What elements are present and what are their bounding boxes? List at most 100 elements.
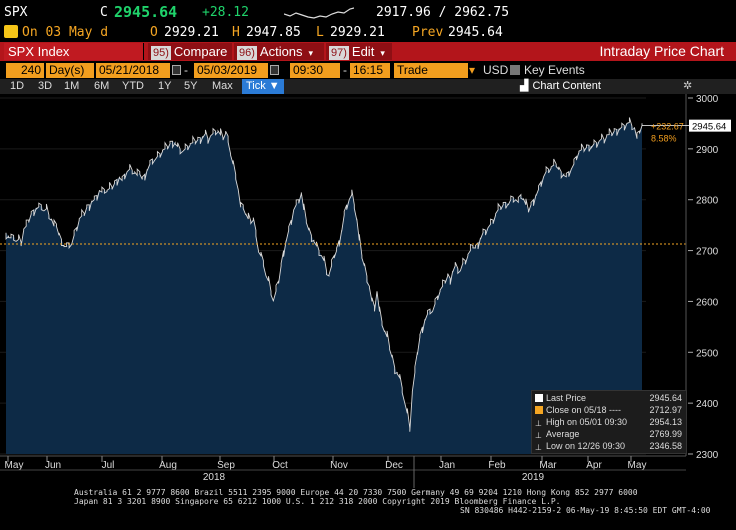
x-tick-label: Jan bbox=[439, 460, 455, 471]
edit-num: 97) bbox=[329, 46, 349, 60]
start-time-input[interactable]: 09:30 bbox=[290, 63, 340, 78]
open-label: O bbox=[150, 25, 158, 40]
event-select[interactable]: Trade bbox=[394, 63, 468, 78]
y-tick-label: 2500 bbox=[696, 348, 719, 359]
legend-text: Average bbox=[546, 429, 580, 439]
high-label: H bbox=[232, 25, 240, 40]
footer-line-1: Australia 61 2 9777 8600 Brazil 5511 239… bbox=[74, 488, 638, 497]
period-button-tick[interactable]: Tick ▼ bbox=[242, 79, 284, 94]
pct-change-tag: 8.58% bbox=[651, 134, 677, 144]
actions-num: 96) bbox=[237, 46, 257, 60]
legend-label: ⊥ High on 05/01 09:30 bbox=[535, 417, 627, 428]
period-button-1d[interactable]: 1D bbox=[10, 80, 25, 92]
period-button-1y[interactable]: 1Y bbox=[158, 80, 172, 92]
legend-text: Low on 12/26 09:30 bbox=[546, 441, 626, 451]
actions-dropdown-icon: ▾ bbox=[308, 48, 314, 58]
quote-details: On 03 May d O 2929.21 H 2947.85 L 2929.2… bbox=[0, 22, 736, 42]
legend-swatch bbox=[535, 406, 543, 414]
edit-label: Edit bbox=[351, 44, 375, 59]
days-unit: Day(s) bbox=[46, 63, 94, 78]
time-separator: - bbox=[343, 63, 347, 77]
low-label: L bbox=[316, 25, 324, 40]
chevron-down-icon[interactable]: ▾ bbox=[469, 63, 476, 77]
actions-label: Actions bbox=[259, 44, 303, 59]
prev-label: Prev bbox=[412, 25, 444, 40]
period-button-ytd[interactable]: YTD bbox=[122, 80, 144, 92]
legend-swatch bbox=[535, 394, 543, 402]
legend-label: ⊥ Average bbox=[535, 429, 579, 440]
y-tick-label: 3000 bbox=[696, 94, 719, 105]
key-events-label: Key Events bbox=[524, 63, 585, 77]
day-range: 2917.96 / 2962.75 bbox=[376, 5, 510, 20]
c-label: C bbox=[100, 5, 108, 20]
legend-row: ⊥ Average 2769.99 bbox=[535, 429, 685, 440]
x-tick-label: Aug bbox=[159, 460, 177, 471]
actions-button[interactable]: 96) Actions ▾ bbox=[234, 43, 324, 60]
end-time-input[interactable]: 16:15 bbox=[350, 63, 390, 78]
palette-icon: ▟ bbox=[520, 80, 529, 92]
legend-row: Close on 05/18 ---- 2712.97 bbox=[535, 405, 685, 416]
year-label: 2019 bbox=[522, 472, 545, 483]
net-change: +28.12 bbox=[202, 5, 249, 20]
key-events-checkbox[interactable] bbox=[510, 65, 520, 75]
security-field[interactable]: SPX Index bbox=[4, 43, 144, 60]
x-tick-label: Apr bbox=[586, 460, 602, 471]
alert-icon[interactable] bbox=[4, 25, 18, 38]
x-tick-label: Nov bbox=[330, 460, 348, 471]
legend-label: ⊥ Low on 12/26 09:30 bbox=[535, 441, 625, 452]
quote-date: On 03 May d bbox=[22, 25, 109, 40]
compare-button[interactable]: 95) Compare bbox=[148, 43, 232, 60]
x-tick-label: Dec bbox=[385, 460, 403, 471]
y-tick-label: 2900 bbox=[696, 145, 719, 156]
y-tick-label: 2400 bbox=[696, 399, 719, 410]
footer-line-3: SN 830486 H442-2159-2 06-May-19 8:45:50 … bbox=[460, 506, 711, 515]
sparkline bbox=[284, 7, 354, 19]
end-date-input[interactable]: 05/03/2019 bbox=[194, 63, 268, 78]
x-tick-label: Mar bbox=[539, 460, 557, 471]
x-tick-label: Jun bbox=[45, 460, 61, 471]
x-tick-label: Feb bbox=[488, 460, 506, 471]
y-tick-label: 2800 bbox=[696, 196, 719, 207]
legend-row: Last Price 2945.64 bbox=[535, 393, 685, 404]
price-line bbox=[5, 117, 643, 432]
period-button-3d[interactable]: 3D bbox=[38, 80, 53, 92]
price-area bbox=[6, 122, 642, 455]
chart-legend: Last Price 2945.64 Close on 05/18 ---- 2712… bbox=[531, 390, 687, 454]
legend-label: Close on 05/18 ---- bbox=[535, 405, 621, 416]
last-price-tag: 2945.64 bbox=[692, 122, 726, 133]
edit-dropdown-icon: ▾ bbox=[380, 48, 385, 58]
x-tick-label: Oct bbox=[272, 460, 288, 471]
period-button-1m[interactable]: 1M bbox=[64, 80, 80, 92]
last-price: 2945.64 bbox=[114, 3, 178, 21]
gear-icon[interactable]: ✲ bbox=[683, 80, 693, 92]
x-tick-label: Jul bbox=[102, 460, 115, 471]
chart-content-label: Chart Content bbox=[532, 80, 601, 92]
high-value: 2947.85 bbox=[246, 25, 301, 40]
start-date-input[interactable]: 05/21/2018 bbox=[96, 63, 170, 78]
legend-value: 2712.97 bbox=[649, 405, 682, 415]
legend-swatch: ⊥ bbox=[535, 443, 542, 452]
legend-text: Close on 05/18 ---- bbox=[546, 405, 622, 415]
quote-header: SPX C 2945.64 +28.12 2917.96 / 2962.75 bbox=[0, 2, 736, 22]
period-button-5y[interactable]: 5Y bbox=[184, 80, 198, 92]
calendar-icon[interactable] bbox=[172, 65, 181, 75]
edit-button[interactable]: 97) Edit ▾ bbox=[326, 43, 392, 60]
y-tick-label: 2600 bbox=[696, 297, 719, 308]
period-button-max[interactable]: Max bbox=[212, 80, 233, 92]
date-separator: - bbox=[184, 63, 188, 77]
y-tick-label: 2700 bbox=[696, 247, 719, 258]
footer-line-2: Japan 81 3 3201 8900 Singapore 65 6212 1… bbox=[74, 497, 561, 506]
legend-text: High on 05/01 09:30 bbox=[546, 417, 628, 427]
legend-swatch: ⊥ bbox=[535, 431, 542, 440]
legend-value: 2954.13 bbox=[649, 417, 682, 427]
calendar-icon[interactable] bbox=[270, 65, 279, 75]
period-button-6m[interactable]: 6M bbox=[94, 80, 110, 92]
x-tick-label: May bbox=[628, 460, 647, 471]
period-bar bbox=[0, 79, 736, 94]
days-input[interactable]: 240 bbox=[6, 63, 44, 78]
chart-content-button[interactable]: ▟ Chart Content bbox=[520, 79, 601, 94]
legend-value: 2945.64 bbox=[649, 393, 682, 403]
legend-value: 2769.99 bbox=[649, 429, 682, 439]
footer: Australia 61 2 9777 8600 Brazil 5511 239… bbox=[0, 488, 736, 530]
x-tick-label: Sep bbox=[217, 460, 235, 471]
